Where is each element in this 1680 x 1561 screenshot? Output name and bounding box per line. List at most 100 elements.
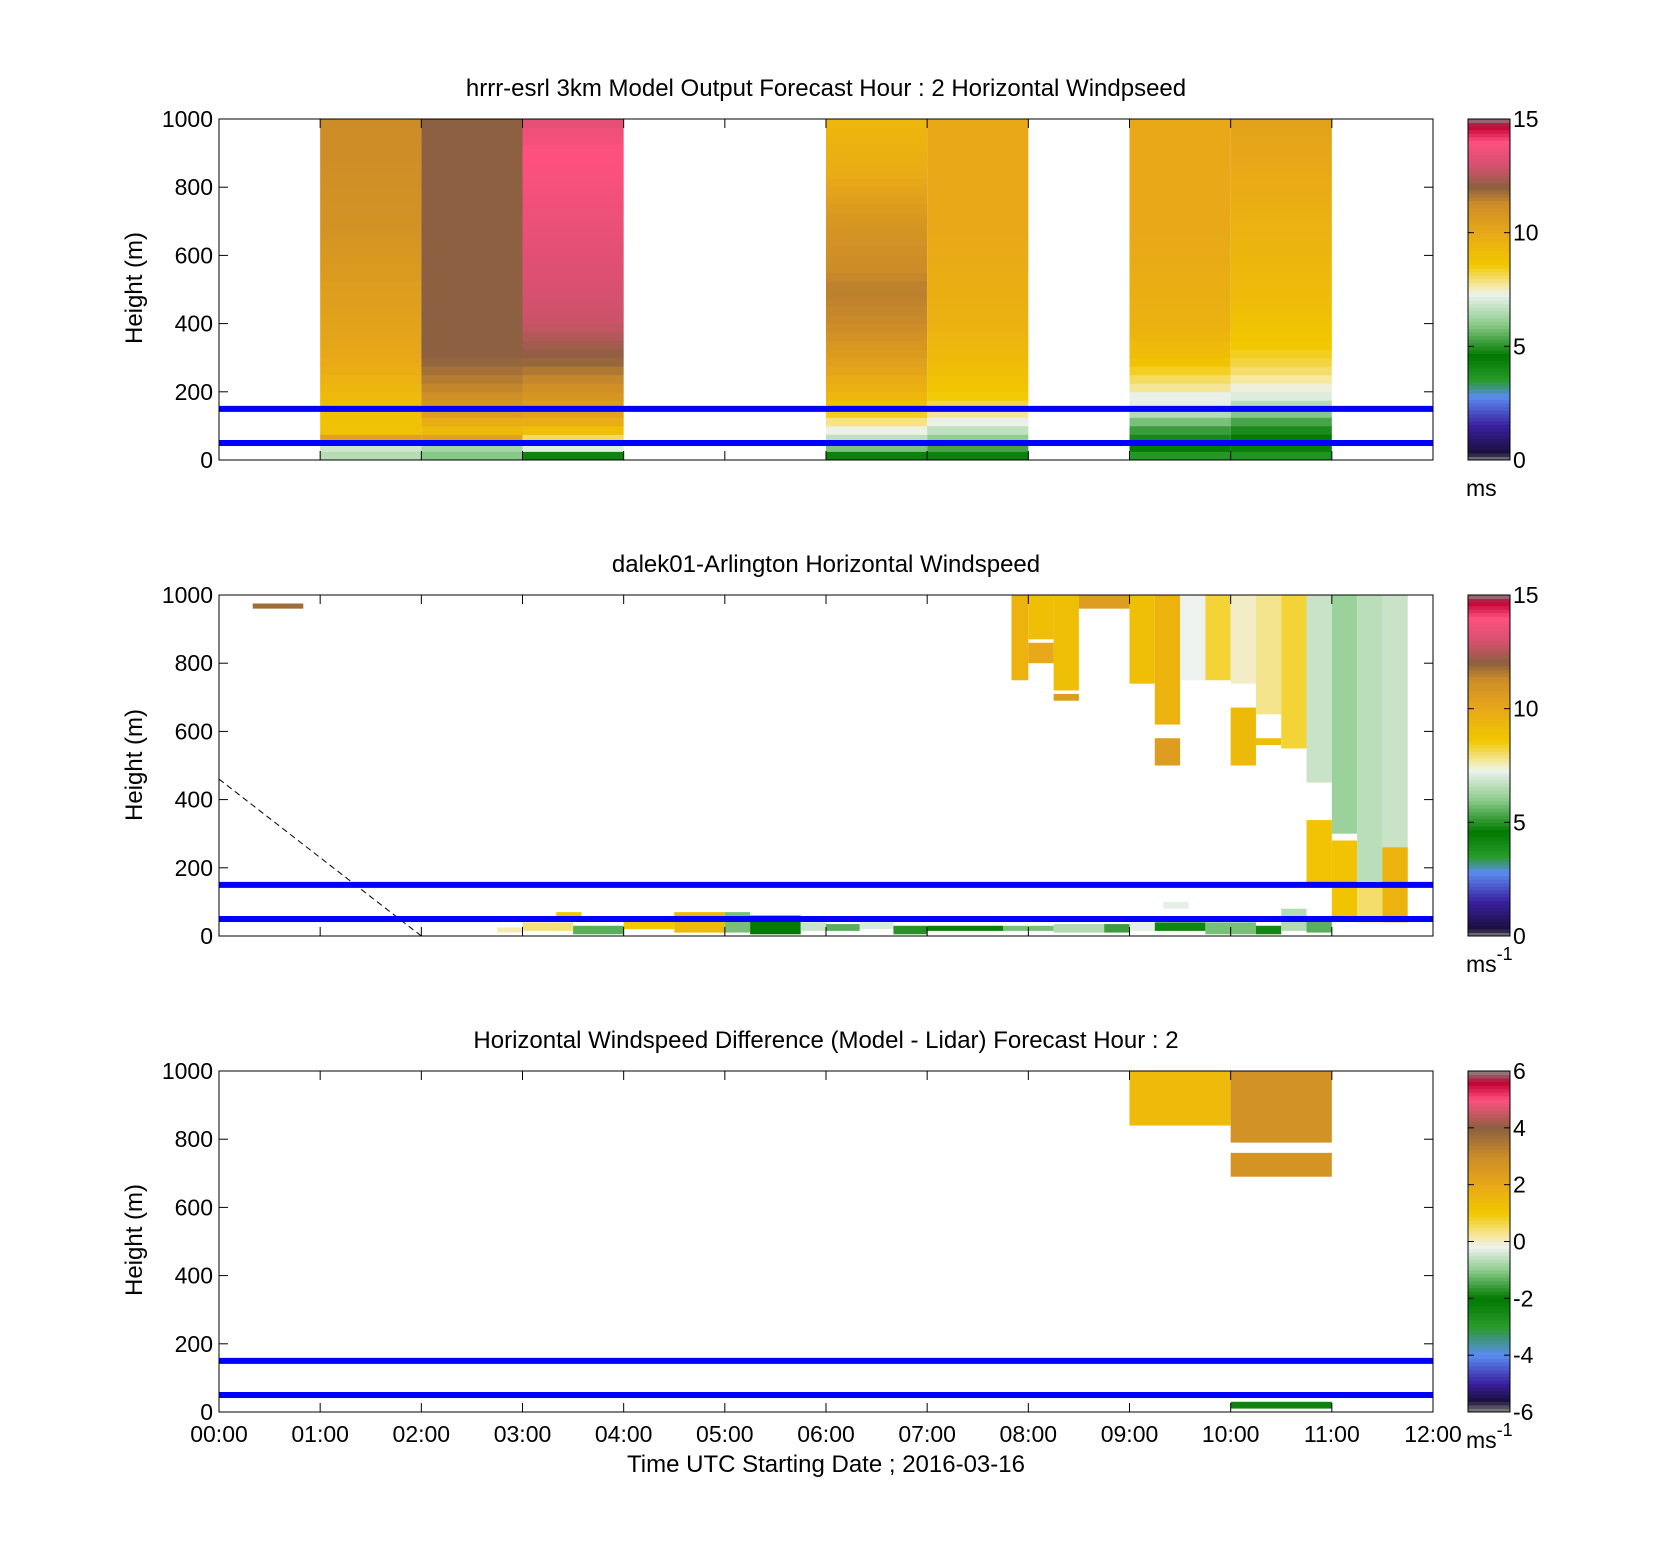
colorbar-segment [1468, 261, 1510, 266]
y-tick-label: 800 [175, 1126, 213, 1152]
colorbar-segment [1468, 246, 1510, 251]
heatmap-cell [826, 298, 928, 307]
heatmap-cell [1230, 178, 1332, 188]
heatmap-cell [522, 400, 624, 410]
colorbar-segment [1468, 179, 1510, 184]
colorbar-segment [1468, 367, 1510, 372]
heatmap-cell [826, 332, 928, 342]
colorbar-segment [1468, 609, 1510, 614]
colorbar-segment [1468, 222, 1510, 227]
heatmap-cell [1129, 263, 1231, 273]
heatmap-cell [1230, 1401, 1332, 1409]
colorbar-segment [1468, 644, 1510, 649]
heatmap-cell [826, 349, 928, 359]
colorbar-segment [1468, 1358, 1510, 1363]
colorbar-segment [1468, 293, 1510, 298]
heatmap-cell [1129, 417, 1231, 427]
heatmap-cell [522, 408, 624, 418]
colorbar-segment [1468, 932, 1510, 937]
heatmap-cell [320, 280, 422, 290]
heatmap-cell [522, 922, 574, 931]
heatmap-cell [522, 289, 624, 299]
heatmap-cell [1230, 417, 1332, 427]
colorbar-segment [1468, 158, 1510, 163]
colorbar-segment [1468, 1333, 1510, 1338]
heatmap-cell [927, 417, 1029, 427]
heatmap-cell [1104, 924, 1130, 933]
heatmap-cell [927, 178, 1029, 188]
colorbar-segment [1468, 1181, 1510, 1186]
heatmap-cell [421, 178, 523, 188]
heatmap-cell [927, 408, 1029, 418]
colorbar-tick-label: 0 [1513, 1229, 1526, 1255]
colorbar-segment [1468, 278, 1510, 283]
heatmap-cell [826, 315, 928, 324]
heatmap-cell [1129, 357, 1231, 367]
colorbar-segment [1468, 801, 1510, 806]
x-tick-label: 10:00 [1202, 1421, 1260, 1447]
colorbar-segment [1468, 126, 1510, 131]
heatmap-cell [497, 927, 523, 933]
colorbar-segment [1468, 282, 1510, 287]
heatmap-cell [320, 315, 422, 324]
heatmap-cell [522, 161, 624, 171]
heatmap-cell [1129, 280, 1231, 290]
colorbar-segment [1468, 825, 1510, 830]
colorbar-segment [1468, 147, 1510, 152]
heatmap-cell [927, 238, 1029, 248]
heatmap-cell [1129, 374, 1231, 384]
heatmap-cell [421, 136, 523, 145]
heatmap-cell [421, 119, 523, 128]
colorbar-segment [1468, 1241, 1510, 1246]
heatmap-cell [1230, 323, 1332, 333]
colorbar-segment [1468, 310, 1510, 315]
heatmap-cell [320, 366, 422, 376]
heatmap-cell [1230, 451, 1332, 461]
heatmap-cell [826, 204, 928, 214]
colorbar-segment [1468, 619, 1510, 624]
colorbar-segment [1468, 836, 1510, 841]
colorbar-tick-label: -2 [1513, 1285, 1533, 1311]
heatmap-cell [320, 425, 422, 435]
x-tick-labels: 00:00 01:00 02:00 03:00 04:00 05:00 06:00 07:00… [190, 1421, 1462, 1447]
colorbar-segment [1468, 1362, 1510, 1367]
y-tick-label: 200 [175, 1331, 213, 1357]
colorbar-segment [1468, 698, 1510, 703]
heatmap-cell [1028, 642, 1054, 664]
colorbar-segment [1468, 1223, 1510, 1228]
heatmap-cell [421, 323, 523, 333]
heatmap-cell [1230, 1071, 1332, 1143]
heatmap-cell [320, 400, 422, 410]
heatmap-cell [826, 119, 928, 128]
heatmap-cell [421, 425, 523, 435]
colorbar-segment [1468, 914, 1510, 919]
heatmap-cell [1230, 332, 1332, 342]
heatmap-cell [1230, 119, 1332, 128]
heatmap-cell [1129, 349, 1231, 359]
colorbar-segment [1468, 765, 1510, 770]
heatmap-cell [320, 298, 422, 307]
heatmap-cell [1230, 1152, 1332, 1177]
heatmap-cell [826, 340, 928, 350]
colorbar-segment [1468, 381, 1510, 386]
colorbar-segment [1468, 342, 1510, 347]
colorbar-segment [1468, 776, 1510, 781]
colorbar-segment [1468, 1088, 1510, 1093]
colorbar-segment [1468, 669, 1510, 674]
colorbar-segment [1468, 648, 1510, 653]
heatmap-cell [826, 272, 928, 282]
colorbar-segment [1468, 726, 1510, 731]
colorbar-segment [1468, 204, 1510, 209]
heatmap-cell [1230, 442, 1332, 452]
colorbar-segment [1468, 449, 1510, 454]
heatmap-cell [826, 221, 928, 231]
colorbar-segment [1468, 349, 1510, 354]
colorbar-segment [1468, 1401, 1510, 1406]
heatmap-cell [522, 263, 624, 273]
heatmap-cell [421, 212, 523, 222]
colorbar-segment [1468, 239, 1510, 244]
colorbar-segment [1468, 761, 1510, 766]
colorbar-segment [1468, 719, 1510, 724]
colorbar-segment [1468, 1380, 1510, 1385]
colorbar-segment [1468, 740, 1510, 745]
